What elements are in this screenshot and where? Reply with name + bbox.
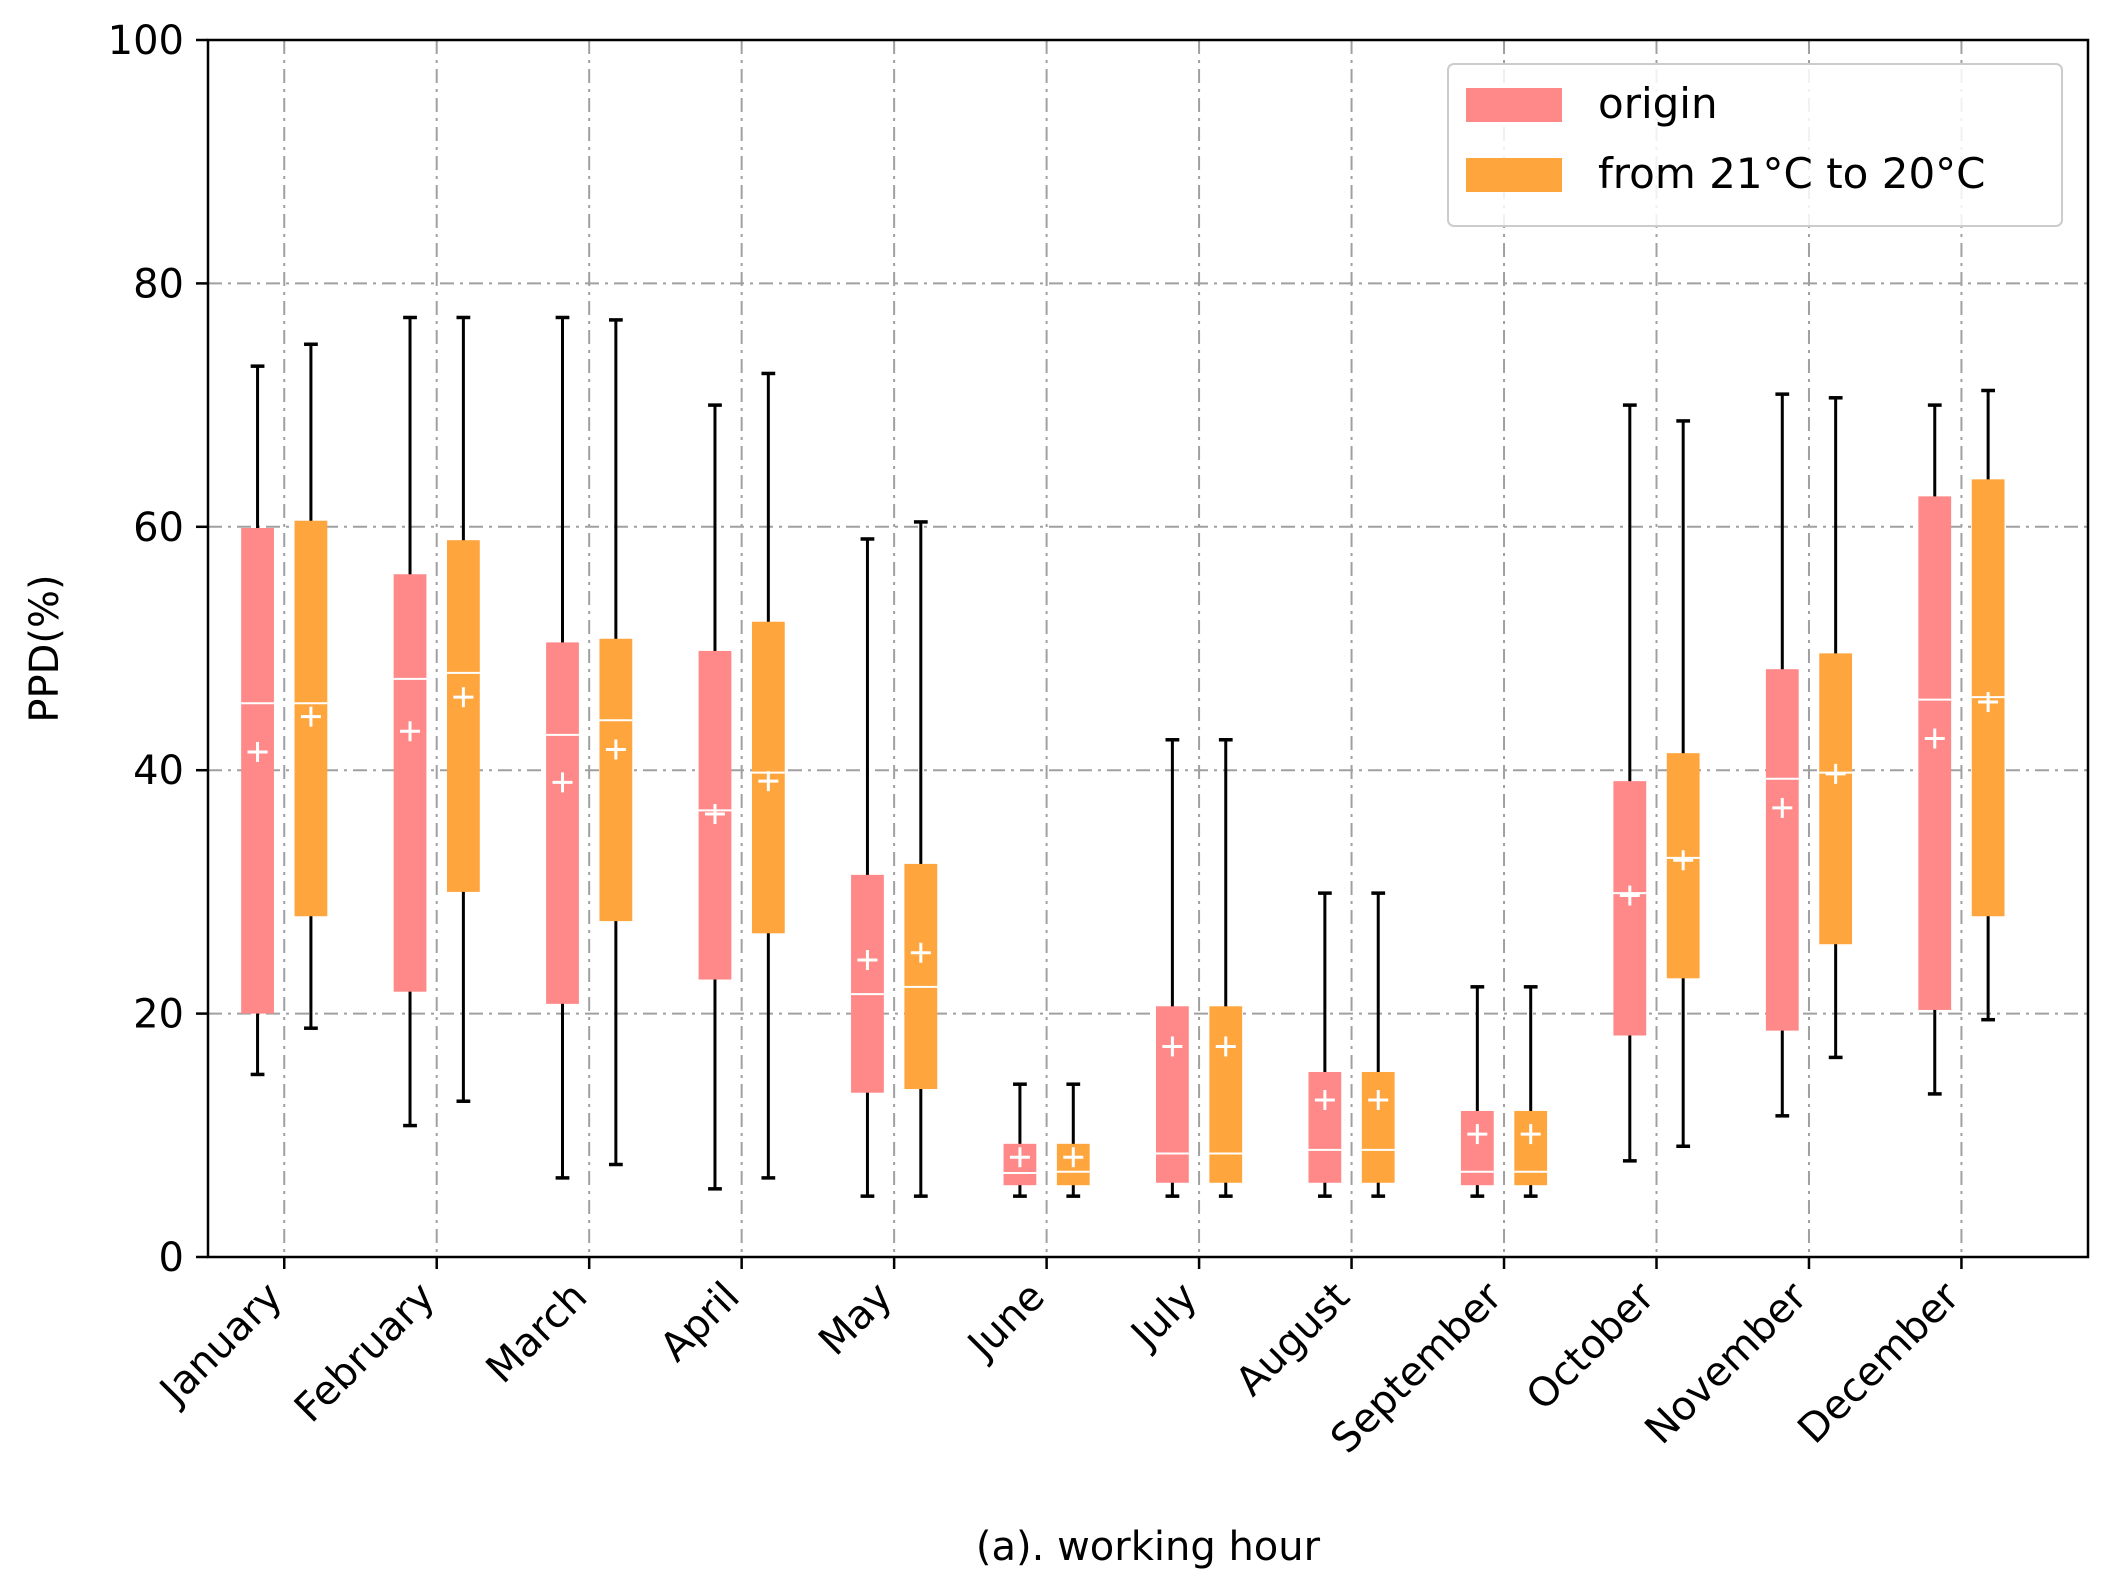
y-tick-label: 100 xyxy=(108,18,184,64)
legend-box xyxy=(1447,63,2063,227)
y-tick-label: 40 xyxy=(133,748,184,794)
y-tick-label: 20 xyxy=(133,992,184,1038)
box-group xyxy=(1209,738,1243,1198)
legend: origin from 21°C to 20°C xyxy=(1447,63,2063,227)
box-group xyxy=(1971,388,2005,1022)
box-body xyxy=(1460,1110,1494,1186)
legend-label: origin xyxy=(1598,79,1718,128)
box-body xyxy=(447,540,480,892)
box-group xyxy=(1514,985,1548,1198)
box-body xyxy=(1308,1072,1342,1183)
box-group xyxy=(1460,985,1494,1198)
boxes xyxy=(241,315,2005,1198)
y-tick-label: 80 xyxy=(133,261,184,307)
box-group xyxy=(546,315,579,1180)
box-group xyxy=(241,364,274,1077)
box-group xyxy=(1613,403,1647,1163)
box-group xyxy=(1819,396,1853,1060)
box-group xyxy=(698,403,732,1191)
y-axis-label: PPD(%) xyxy=(22,574,68,722)
box-body xyxy=(851,874,884,1093)
box-body xyxy=(904,863,938,1090)
box-group xyxy=(447,315,480,1103)
plot-frame xyxy=(206,38,2090,1259)
x-axis-label: (a). working hour xyxy=(976,1524,1321,1570)
box-group xyxy=(1918,403,1952,1096)
box-group xyxy=(294,342,328,1030)
box-body xyxy=(241,528,274,1014)
box-group xyxy=(1308,891,1342,1198)
legend-label: from 21°C to 20°C xyxy=(1598,149,1986,198)
box-body xyxy=(546,642,579,1004)
box-group xyxy=(393,315,427,1128)
box-group xyxy=(1003,1082,1037,1198)
box-body xyxy=(599,638,633,922)
box-group xyxy=(1156,738,1189,1198)
y-axis: 0 20 40 60 80 100 xyxy=(108,18,208,1281)
y-tick-label: 0 xyxy=(159,1235,184,1281)
box-body xyxy=(393,574,427,992)
y-tick-label: 60 xyxy=(133,505,184,551)
box-body xyxy=(1613,781,1647,1036)
box-body xyxy=(1819,653,1853,945)
box-body xyxy=(1156,1006,1189,1183)
box-group xyxy=(599,318,633,1167)
box-body xyxy=(1765,669,1799,1031)
box-body xyxy=(1209,1006,1243,1183)
box-group xyxy=(1361,891,1395,1198)
box-group xyxy=(1666,419,1700,1149)
box-group xyxy=(851,537,884,1198)
box-body xyxy=(1514,1110,1548,1186)
box-group xyxy=(1765,392,1799,1118)
box-group xyxy=(904,520,938,1198)
box-body xyxy=(1361,1072,1395,1183)
legend-swatch xyxy=(1466,158,1562,192)
legend-swatch xyxy=(1466,88,1562,122)
box-group xyxy=(1056,1082,1090,1198)
box-body xyxy=(1918,496,1952,1010)
box-group xyxy=(751,371,785,1180)
